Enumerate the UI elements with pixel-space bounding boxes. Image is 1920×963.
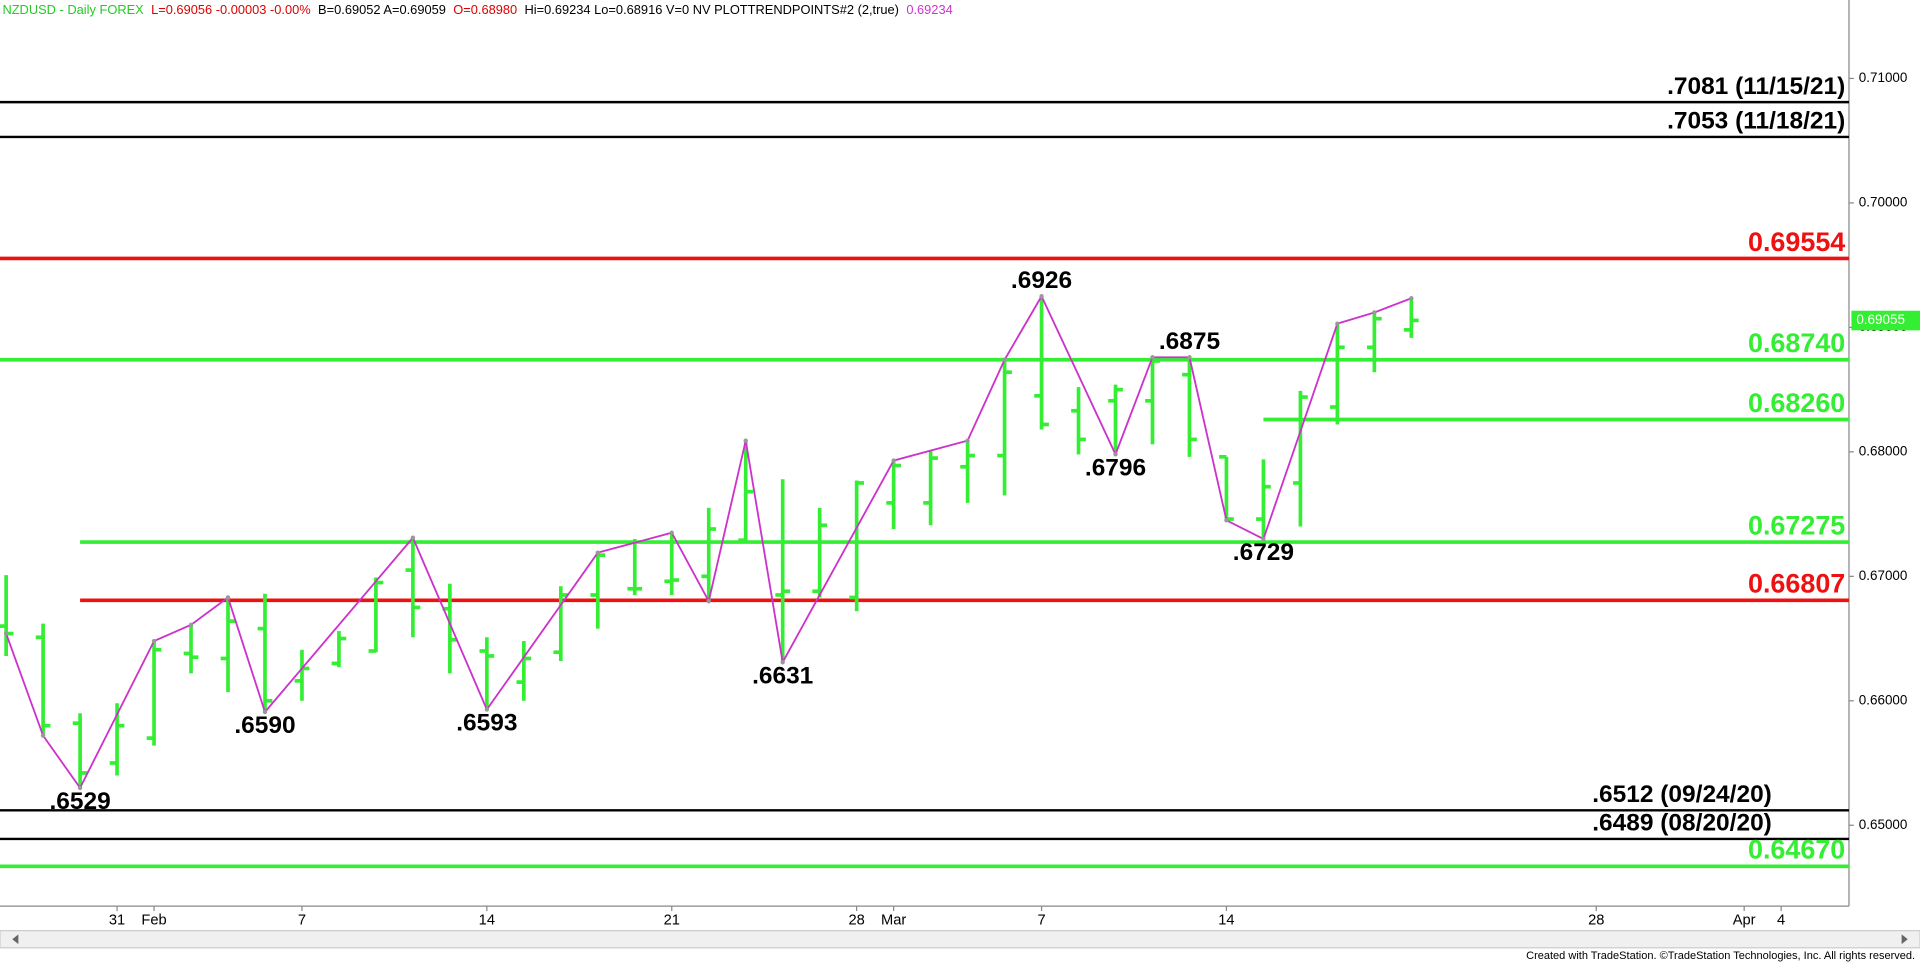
swing-point (1409, 296, 1414, 301)
swing-point (484, 707, 490, 712)
swing-label: .6529 (49, 788, 110, 815)
swing-label: .6631 (752, 662, 813, 689)
scrollbar[interactable] (0, 930, 1920, 949)
header-item: 0.69234 (906, 2, 952, 17)
x-tick-label: Apr (1733, 913, 1756, 929)
swing-point (891, 458, 896, 463)
level-label: .6489 (08/20/20) (1592, 810, 1772, 837)
swing-point (595, 550, 601, 555)
swing-label: .6729 (1233, 539, 1294, 566)
header-item: L=0.69056 -0.00003 -0.00% (151, 2, 311, 17)
y-tick-label: 0.67000 (1859, 568, 1908, 583)
x-tick-label: 21 (664, 913, 680, 929)
swing-label: .6875 (1159, 328, 1220, 355)
x-tick-label: 31 (109, 913, 125, 929)
header-item: NZDUSD - Daily FOREX (2, 2, 144, 17)
level-label: 0.68260 (1748, 388, 1845, 418)
swing-point (262, 709, 268, 715)
level-label: .7081 (11/15/21) (1667, 73, 1845, 100)
x-tick-label: 28 (1588, 913, 1604, 929)
x-tick-label: 7 (298, 913, 306, 929)
swing-point (743, 438, 748, 443)
swing-point (1187, 355, 1192, 360)
swing-point (40, 733, 46, 738)
last-price-box (1851, 310, 1920, 331)
swing-label: .6926 (1011, 267, 1072, 294)
swing-line (5, 294, 1412, 790)
swing-point (1039, 294, 1044, 299)
swing-point (1261, 536, 1266, 542)
x-tick-label: 4 (1777, 913, 1785, 929)
header-item: Hi=0.69234 Lo=0.68916 V=0 NV PLOTTRENDPO… (525, 2, 899, 17)
header-item: B=0.69052 A=0.69059 (318, 2, 446, 17)
x-tick-label: 7 (1037, 913, 1045, 929)
swing-point (965, 438, 970, 443)
level-label: 0.68740 (1748, 328, 1845, 358)
swing-point (1150, 355, 1155, 360)
x-tick-label: Feb (141, 913, 166, 929)
swing-point (780, 659, 785, 665)
level-label: 0.67275 (1748, 511, 1845, 541)
swing-point (225, 595, 231, 600)
swing-point (669, 530, 674, 535)
last-price-label: 0.69055 (1856, 312, 1905, 327)
swing-point (1002, 357, 1007, 362)
y-tick-label: 0.65000 (1859, 817, 1908, 832)
x-tick-label: 14 (479, 913, 495, 929)
swing-point (1335, 321, 1340, 326)
footer: Created with TradeStation. ©TradeStation… (1526, 950, 1915, 962)
header: NZDUSD - Daily FOREX L=0.69056 -0.00003 -… (2, 2, 952, 17)
swing-point (706, 599, 711, 604)
swing-point (188, 622, 194, 628)
header-item: O=0.68980 (453, 2, 517, 17)
swing-point (1224, 518, 1229, 523)
swing-label: .6796 (1085, 454, 1146, 481)
x-tick-label: 28 (848, 913, 864, 929)
swing-point (77, 785, 83, 791)
swing-point (1113, 452, 1118, 457)
y-tick-label: 0.70000 (1859, 194, 1908, 209)
level-label: .7053 (11/18/21) (1667, 108, 1845, 135)
level-label: .6512 (09/24/20) (1592, 781, 1772, 808)
swing-label: .6593 (456, 710, 517, 737)
x-tick-label: Mar (881, 913, 906, 929)
level-label: 0.69554 (1748, 227, 1845, 257)
y-tick-label: 0.71000 (1859, 70, 1908, 85)
y-tick-label: 0.66000 (1859, 692, 1908, 707)
swing-point (3, 631, 9, 636)
swing-point (1372, 310, 1377, 315)
swing-label: .6590 (234, 712, 295, 739)
level-label: 0.66807 (1748, 569, 1845, 599)
x-tick-label: 14 (1218, 913, 1234, 929)
y-tick-label: 0.68000 (1859, 443, 1908, 458)
swing-point (151, 638, 157, 644)
swing-point (410, 535, 416, 540)
level-label: 0.64670 (1748, 835, 1845, 865)
